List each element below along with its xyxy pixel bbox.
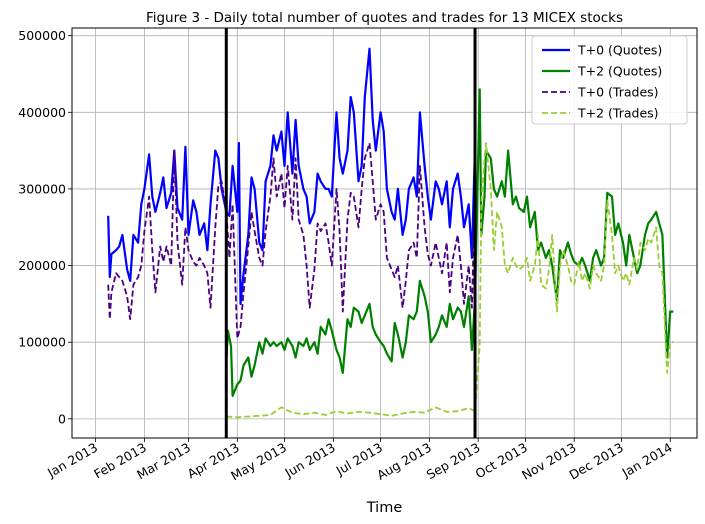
plot-frame xyxy=(71,27,698,439)
y-tick-label: 200000 xyxy=(18,258,66,273)
legend-box xyxy=(531,35,688,125)
series-line-4 xyxy=(226,142,674,419)
series-line-1 xyxy=(107,47,477,305)
y-tick-label: 500000 xyxy=(18,28,66,43)
y-tick-label: 400000 xyxy=(18,105,66,120)
legend-label: T+0 (Trades) xyxy=(577,85,659,100)
series-line-3 xyxy=(107,142,476,340)
y-tick-label: 100000 xyxy=(18,335,66,350)
y-axis: 0 100000 200000 300000 400000 500000 xyxy=(18,28,72,426)
x-tick-label: Aug 2013 xyxy=(374,440,434,483)
legend-label: T+2 (Quotes) xyxy=(577,64,662,79)
series-line-2 xyxy=(225,88,674,397)
x-tick-label: Sep 2013 xyxy=(424,440,483,483)
x-tick-label: Jan 2013 xyxy=(44,440,100,481)
legend-label: T+2 (Trades) xyxy=(577,106,659,121)
chart-title: Figure 3 - Daily total number of quotes … xyxy=(146,10,623,26)
x-tick-label: Jan 2014 xyxy=(619,440,675,481)
vertical-markers xyxy=(224,28,477,438)
y-tick-label: 0 xyxy=(58,411,66,426)
x-axis-label: Time xyxy=(366,500,403,516)
x-tick-label: Dec 2013 xyxy=(566,440,625,483)
y-tick-label: 300000 xyxy=(18,181,66,196)
legend: T+0 (Quotes) T+2 (Quotes) T+0 (Trades) T+2 … xyxy=(531,35,688,125)
series-layer xyxy=(107,47,674,419)
x-tick-label: Jun 2013 xyxy=(282,440,338,481)
legend-label: T+0 (Quotes) xyxy=(577,43,662,58)
